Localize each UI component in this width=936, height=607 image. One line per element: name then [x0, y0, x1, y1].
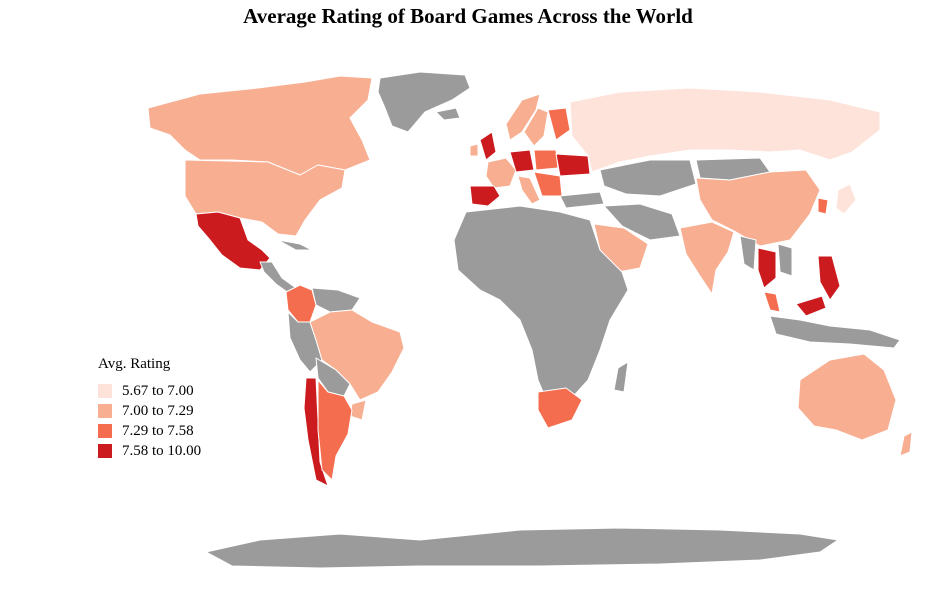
map-title: Average Rating of Board Games Across the… — [243, 4, 693, 28]
malaysia — [763, 291, 781, 313]
poland — [533, 149, 559, 171]
legend-swatch — [98, 404, 112, 418]
legend-item: 5.67 to 7.00 — [98, 382, 201, 400]
legend-swatch — [98, 444, 112, 458]
new-zealand — [899, 431, 913, 457]
indonesia — [769, 315, 901, 349]
china — [695, 169, 821, 247]
france — [485, 157, 517, 189]
south-africa — [537, 387, 583, 429]
legend-label: 7.29 to 7.58 — [122, 422, 194, 439]
australia — [797, 353, 897, 441]
cuba — [277, 239, 313, 251]
legend: Avg. Rating 5.67 to 7.00 7.00 to 7.29 7.… — [98, 356, 201, 462]
sweden — [523, 107, 549, 147]
legend-item: 7.58 to 10.00 — [98, 442, 201, 460]
middle-east — [603, 203, 681, 241]
legend-title: Avg. Rating — [98, 356, 171, 372]
russia — [569, 87, 881, 173]
finland — [547, 107, 571, 141]
norway — [505, 93, 541, 141]
germany — [509, 149, 535, 173]
uk — [479, 131, 497, 161]
philippines — [817, 255, 841, 301]
turkey — [559, 191, 605, 209]
balkans — [533, 171, 563, 197]
vietnam — [777, 243, 793, 277]
borneo-malaysia — [795, 295, 827, 317]
brazil — [309, 309, 405, 401]
venezuela — [311, 287, 361, 313]
japan — [835, 183, 857, 215]
antarctica — [205, 527, 839, 569]
thailand — [757, 247, 777, 289]
myanmar — [739, 235, 757, 271]
chile — [303, 377, 329, 487]
legend-item: 7.29 to 7.58 — [98, 422, 201, 440]
madagascar — [613, 361, 629, 393]
legend-swatch — [98, 424, 112, 438]
argentina — [317, 379, 353, 481]
iceland — [435, 107, 461, 121]
italy — [517, 175, 541, 205]
colombia — [285, 284, 317, 323]
legend-item: 7.00 to 7.29 — [98, 402, 201, 420]
ukraine — [555, 153, 591, 177]
greenland — [377, 71, 471, 133]
africa — [453, 205, 629, 405]
legend-label: 7.58 to 10.00 — [122, 442, 202, 459]
ireland — [469, 143, 479, 157]
legend-label: 5.67 to 7.00 — [122, 382, 194, 399]
legend-swatch — [98, 384, 112, 398]
kazakhstan — [599, 159, 697, 197]
spain — [469, 185, 501, 207]
canada — [147, 75, 373, 176]
legend-label: 7.00 to 7.29 — [122, 402, 194, 419]
korea — [817, 197, 829, 215]
india — [679, 221, 735, 295]
